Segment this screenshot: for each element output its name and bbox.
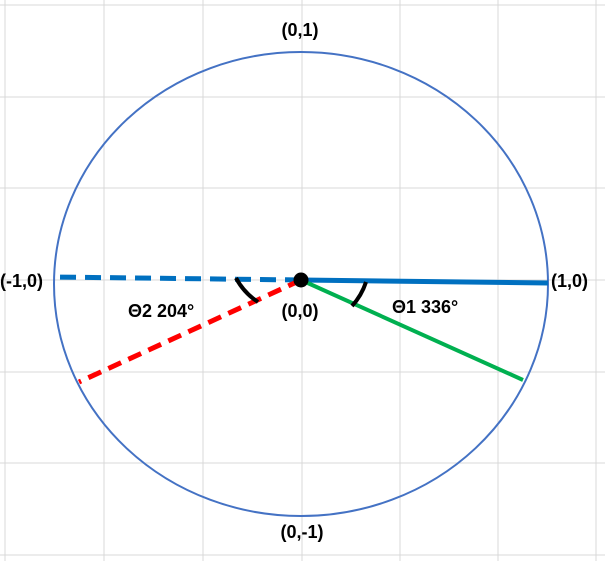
radius-positive-x — [300, 277, 549, 286]
theta1-angle-arc — [350, 281, 368, 308]
label-theta1: Θ1 336° — [392, 297, 458, 317]
label-origin: (0,0) — [281, 301, 318, 321]
label-left: (-1,0) — [0, 271, 43, 291]
label-right: (1,0) — [551, 271, 588, 291]
theta2-angle-arc — [234, 277, 260, 304]
radius-negative-x — [53, 274, 302, 283]
origin-point — [293, 272, 309, 288]
theta2-terminal-ray — [77, 277, 303, 385]
label-theta2: Θ2 204° — [128, 301, 194, 321]
unit-circle — [53, 51, 549, 517]
label-bottom: (0,-1) — [280, 522, 323, 542]
label-top: (0,1) — [281, 20, 318, 40]
theta1-terminal-ray — [300, 278, 524, 382]
